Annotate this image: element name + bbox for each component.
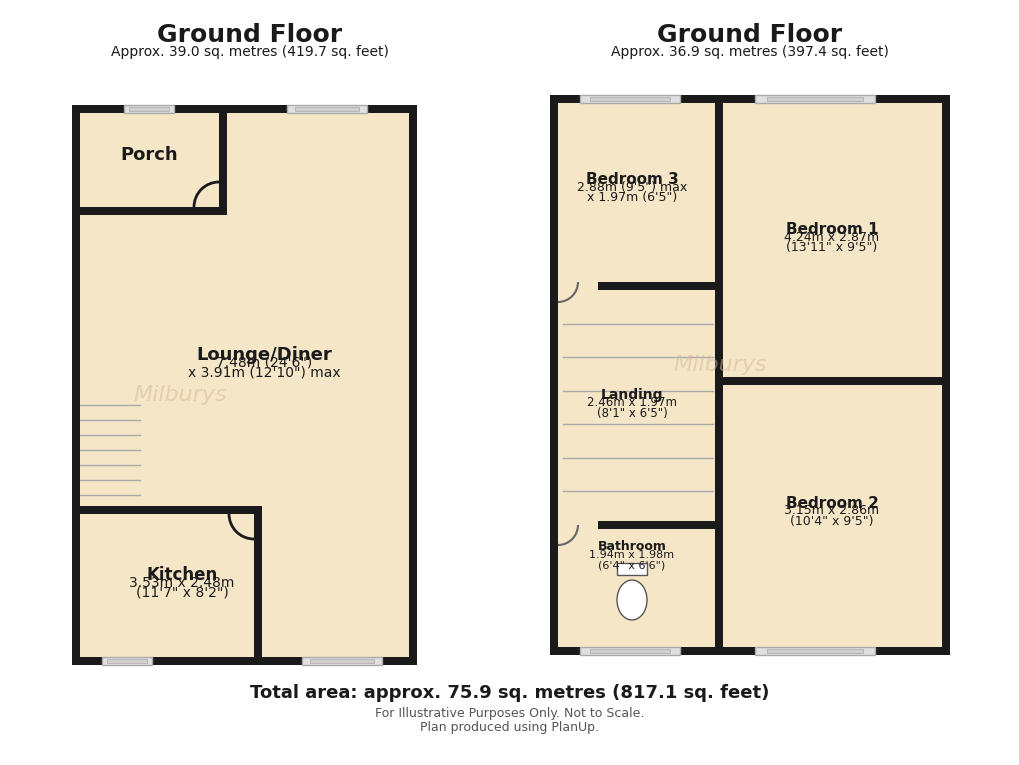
Text: (13'11" x 9'5"): (13'11" x 9'5")	[786, 240, 876, 253]
Bar	[557, 521, 714, 529]
Bar	[254, 510, 262, 657]
Bar	[766, 649, 862, 653]
Bar	[549, 95, 557, 655]
Bar	[549, 647, 949, 655]
Bar	[79, 207, 227, 215]
Text: Bedroom 3: Bedroom 3	[585, 171, 678, 187]
Bar	[219, 105, 227, 215]
Bar	[754, 647, 874, 655]
Bar	[557, 521, 597, 529]
Bar	[124, 105, 174, 113]
Text: Total area: approx. 75.9 sq. metres (817.1 sq. feet): Total area: approx. 75.9 sq. metres (817…	[250, 684, 769, 702]
Text: Porch: Porch	[120, 146, 177, 164]
Bar	[72, 105, 227, 215]
Bar	[72, 105, 417, 665]
Bar	[79, 506, 262, 514]
Bar	[286, 105, 367, 113]
Text: Approx. 36.9 sq. metres (397.4 sq. feet): Approx. 36.9 sq. metres (397.4 sq. feet)	[610, 45, 889, 59]
Bar	[102, 657, 152, 665]
Bar	[302, 657, 382, 665]
Bar	[557, 282, 714, 290]
Bar	[549, 95, 949, 655]
Text: 2.88m (9'5") max: 2.88m (9'5") max	[577, 181, 687, 194]
Bar	[589, 649, 669, 653]
Text: Approx. 39.0 sq. metres (419.7 sq. feet): Approx. 39.0 sq. metres (419.7 sq. feet)	[111, 45, 388, 59]
Bar	[409, 105, 417, 665]
Bar	[310, 659, 374, 663]
Bar	[557, 282, 597, 290]
Bar	[580, 647, 680, 655]
Bar	[942, 95, 949, 655]
Text: x 3.91m (12'10") max: x 3.91m (12'10") max	[187, 366, 340, 380]
Text: Milburys: Milburys	[133, 385, 226, 405]
Text: Ground Floor: Ground Floor	[657, 23, 842, 47]
Bar	[722, 377, 942, 385]
Text: 1.94m x 1.98m: 1.94m x 1.98m	[589, 550, 674, 560]
Bar	[294, 106, 359, 112]
Text: 3.15m x 2.86m: 3.15m x 2.86m	[784, 504, 878, 517]
Bar	[714, 103, 722, 647]
Text: Bathroom: Bathroom	[597, 541, 665, 554]
Text: Lounge/Diner: Lounge/Diner	[196, 346, 331, 364]
Bar	[580, 95, 680, 103]
Bar	[549, 95, 949, 103]
Text: Ground Floor: Ground Floor	[157, 23, 342, 47]
Text: (11'7" x 8'2"): (11'7" x 8'2")	[136, 586, 228, 600]
Bar	[107, 659, 147, 663]
Bar	[616, 563, 646, 575]
Text: 3.53m x 2.48m: 3.53m x 2.48m	[129, 576, 234, 590]
Text: Bedroom 1: Bedroom 1	[785, 222, 877, 236]
Text: 7.48m (24'6"): 7.48m (24'6")	[216, 356, 312, 370]
Text: x 1.97m (6'5"): x 1.97m (6'5")	[586, 190, 677, 203]
Text: For Illustrative Purposes Only. Not to Scale.: For Illustrative Purposes Only. Not to S…	[375, 707, 644, 720]
Bar	[128, 106, 169, 112]
Text: Plan produced using PlanUp.: Plan produced using PlanUp.	[420, 721, 599, 734]
Bar	[72, 105, 79, 665]
Text: Bedroom 2: Bedroom 2	[785, 496, 877, 510]
Bar	[766, 96, 862, 102]
Text: Kitchen: Kitchen	[147, 566, 217, 584]
Text: Milburys: Milburys	[673, 355, 766, 375]
Text: 2.46m x 1.97m: 2.46m x 1.97m	[586, 396, 677, 409]
Bar	[72, 657, 417, 665]
Text: (8'1" x 6'5"): (8'1" x 6'5")	[596, 406, 666, 419]
Text: 4.24m x 2.87m: 4.24m x 2.87m	[784, 230, 878, 243]
Bar	[589, 96, 669, 102]
Ellipse shape	[616, 580, 646, 620]
Text: (6'4" x 6'6"): (6'4" x 6'6")	[598, 560, 665, 570]
Text: Landing: Landing	[600, 388, 662, 402]
Text: (10'4" x 9'5"): (10'4" x 9'5")	[790, 515, 873, 528]
Bar	[72, 105, 417, 113]
Bar	[754, 95, 874, 103]
